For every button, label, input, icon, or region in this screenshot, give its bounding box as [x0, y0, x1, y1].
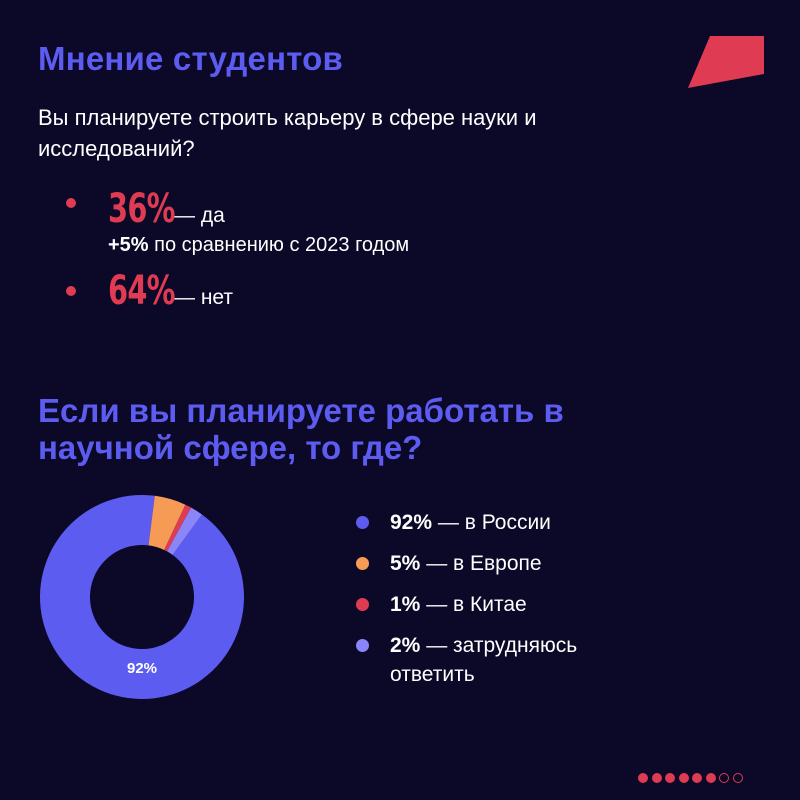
bullet-icon — [66, 286, 76, 296]
stat-yes-delta: +5% — [108, 234, 149, 256]
stat-yes-label: — да — [174, 204, 225, 227]
logo-icon — [688, 36, 764, 88]
stat-yes-delta-text: по сравнению с 2023 годом — [148, 234, 410, 256]
stat-yes-value: 36% — [108, 186, 175, 232]
legend-value: 2% — [390, 634, 421, 657]
legend-label: — в Европе — [420, 552, 542, 575]
section-title: Если вы планируете работать в научной сф… — [38, 392, 564, 466]
legend-item-unsure: 2% — затрудняюсь ответить — [356, 631, 660, 689]
slice-russia-label: 92% — [127, 660, 157, 677]
slice-russia — [40, 495, 244, 699]
legend-value: 92% — [390, 511, 433, 534]
legend-item-europe: 5% — в Европе — [356, 549, 660, 578]
legend-label: — в Китае — [420, 593, 527, 616]
bullet-icon — [66, 198, 76, 208]
slice-china — [164, 504, 192, 552]
stat-yes: 36% — да +5% по сравнению с 2023 годом — [62, 186, 409, 257]
page-dot — [705, 773, 716, 783]
page-dot — [665, 773, 675, 783]
legend-item-russia: 92% — в России — [356, 508, 660, 537]
page-dot — [651, 773, 662, 783]
donut-chart: 92% — [40, 495, 244, 699]
stat-no: 64% — нет — [62, 268, 233, 314]
legend-swatch-unsure — [356, 639, 369, 652]
legend-label: — в России — [432, 511, 551, 534]
page-dot — [719, 773, 729, 783]
page-indicator — [638, 773, 743, 783]
legend-value: 5% — [390, 552, 421, 575]
page-dot — [638, 773, 648, 783]
stat-no-value: 64% — [108, 268, 175, 314]
legend-item-china: 1% — в Китае — [356, 590, 660, 619]
legend-swatch-russia — [356, 516, 369, 529]
page-dot — [692, 773, 702, 783]
legend-swatch-europe — [356, 557, 369, 570]
stat-no-label: — нет — [174, 286, 234, 309]
page-title: Мнение студентов — [38, 40, 343, 77]
legend-value: 1% — [390, 593, 421, 616]
legend-label: — затрудняюсь ответить — [390, 634, 578, 686]
page-dot — [732, 773, 743, 783]
stat-yes-comparison: +5% по сравнению с 2023 годом — [108, 234, 409, 257]
legend-swatch-china — [356, 598, 369, 611]
slice-unsure — [167, 507, 202, 555]
survey-question: Вы планируете строить карьеру в сфере на… — [38, 105, 537, 161]
page-dot — [678, 773, 689, 783]
chart-legend: 92% — в России 5% — в Европе 1% — в Кита… — [356, 508, 660, 701]
slice-europe — [148, 495, 186, 550]
